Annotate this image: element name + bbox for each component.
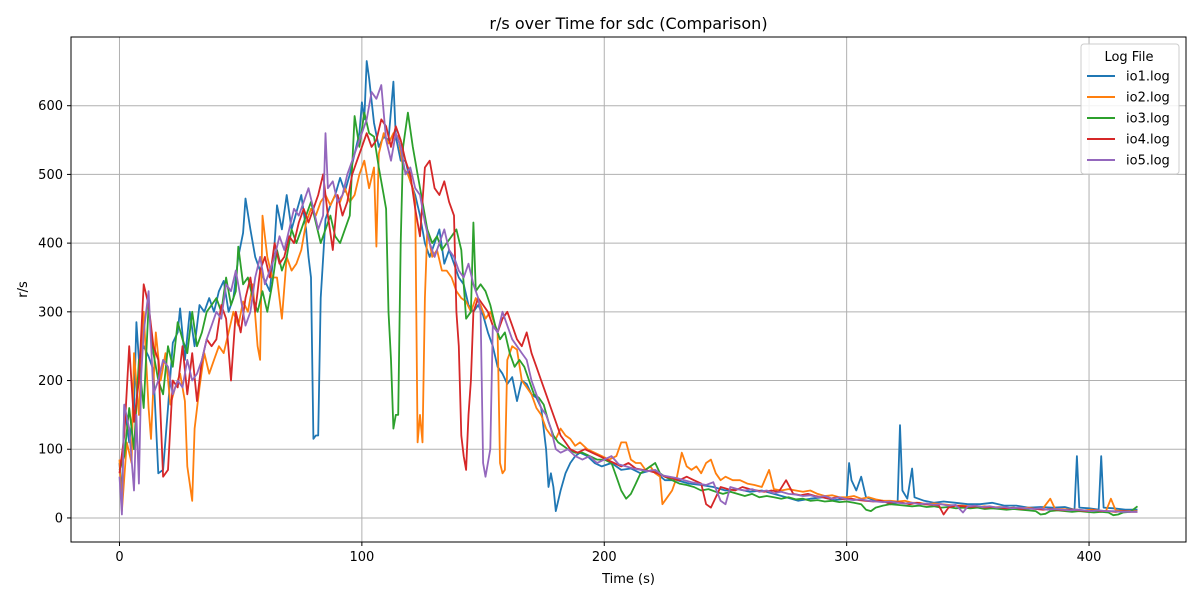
chart-title: r/s over Time for sdc (Comparison): [489, 14, 767, 33]
series-line-5: [118, 84, 1138, 516]
legend: Log File io1.log io2.log io3.log io4.log io5…: [1080, 43, 1180, 175]
legend-title: Log File: [1104, 50, 1153, 65]
y-tick-label: 500: [38, 168, 63, 183]
legend-label: io3.log: [1126, 112, 1170, 127]
y-tick-label: 400: [38, 237, 63, 252]
y-tick-label: 600: [38, 99, 63, 114]
y-tick-label: 200: [38, 374, 63, 389]
series-lines: [118, 60, 1139, 517]
y-axis-label: r/s: [16, 281, 31, 298]
legend-label: io2.log: [1126, 91, 1170, 106]
plot-area-frame: [70, 36, 1187, 543]
legend-label: io1.log: [1126, 70, 1170, 85]
y-tick-label: 300: [38, 305, 63, 320]
x-axis-label: Time (s): [601, 572, 655, 587]
y-tick-label: 100: [38, 443, 63, 458]
y-tick-label: 0: [55, 511, 63, 526]
legend-label: io4.log: [1126, 133, 1170, 148]
x-tick-label: 100: [349, 550, 374, 565]
axis-ticks: 0 100 200 300 400 0 100 200 300 400 500 600: [38, 99, 1101, 565]
x-tick-label: 200: [592, 550, 617, 565]
legend-items: io1.log io2.log io3.log io4.log io5.log: [1087, 70, 1170, 169]
x-tick-label: 300: [834, 550, 859, 565]
legend-label: io5.log: [1126, 154, 1170, 169]
x-tick-label: 0: [115, 550, 123, 565]
x-tick-label: 400: [1077, 550, 1102, 565]
